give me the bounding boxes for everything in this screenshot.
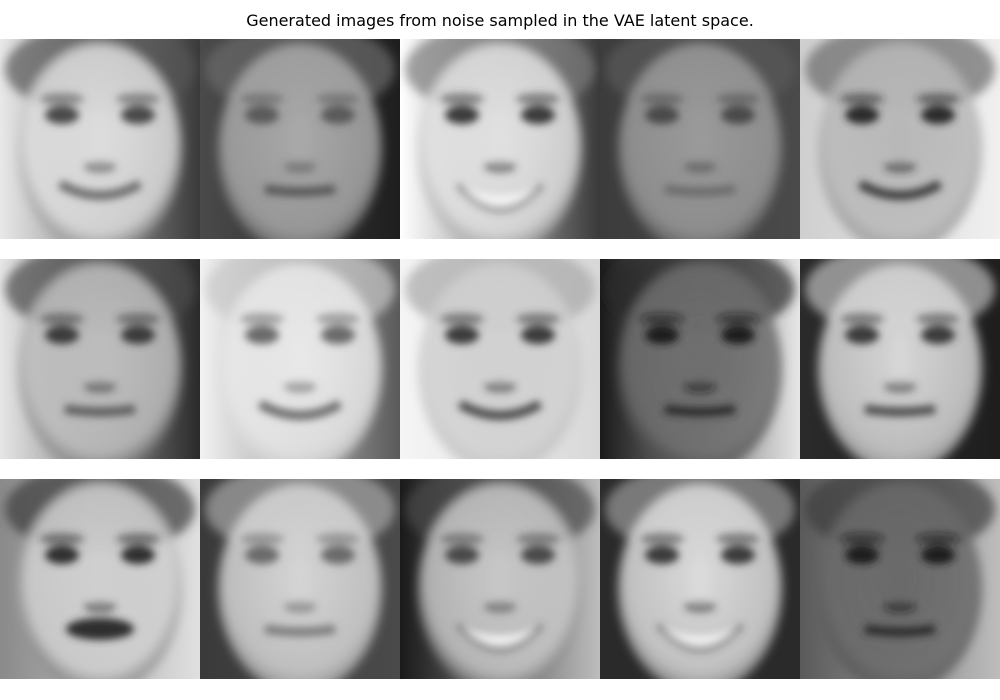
- image-grid: [0, 39, 1000, 699]
- face-drawing: [600, 479, 800, 679]
- generated-face-image: [200, 259, 400, 459]
- generated-face-image: [600, 259, 800, 459]
- face-drawing: [800, 259, 1000, 459]
- generated-face-image: [800, 39, 1000, 239]
- generated-face-image: [400, 479, 600, 679]
- face-drawing: [400, 479, 600, 679]
- face-drawing: [400, 259, 600, 459]
- generated-face-image: [0, 39, 200, 239]
- face-drawing: [800, 39, 1000, 239]
- face-drawing: [800, 479, 1000, 679]
- face-drawing: [400, 39, 600, 239]
- face-drawing: [600, 259, 800, 459]
- generated-face-image: [800, 259, 1000, 459]
- figure-title: Generated images from noise sampled in t…: [246, 11, 754, 30]
- generated-face-image: [800, 479, 1000, 679]
- generated-face-image: [0, 259, 200, 459]
- generated-face-image: [0, 479, 200, 679]
- image-row: [0, 479, 1000, 679]
- generated-face-image: [200, 39, 400, 239]
- image-row: [0, 259, 1000, 459]
- image-row: [0, 39, 1000, 239]
- generated-face-image: [600, 479, 800, 679]
- generated-face-image: [600, 39, 800, 239]
- face-drawing: [600, 39, 800, 239]
- face-drawing: [0, 479, 200, 679]
- face-drawing: [200, 479, 400, 679]
- generated-face-image: [400, 259, 600, 459]
- generated-face-image: [400, 39, 600, 239]
- face-drawing: [0, 39, 200, 239]
- face-drawing: [0, 259, 200, 459]
- face-drawing: [200, 259, 400, 459]
- face-drawing: [200, 39, 400, 239]
- generated-face-image: [200, 479, 400, 679]
